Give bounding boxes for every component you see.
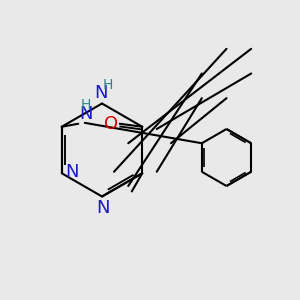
Text: N: N [96, 199, 110, 217]
Text: H: H [103, 78, 113, 92]
Text: N: N [94, 84, 107, 102]
Text: N: N [79, 104, 92, 122]
Text: O: O [104, 115, 118, 133]
Text: N: N [65, 163, 79, 181]
Text: H: H [80, 98, 91, 112]
